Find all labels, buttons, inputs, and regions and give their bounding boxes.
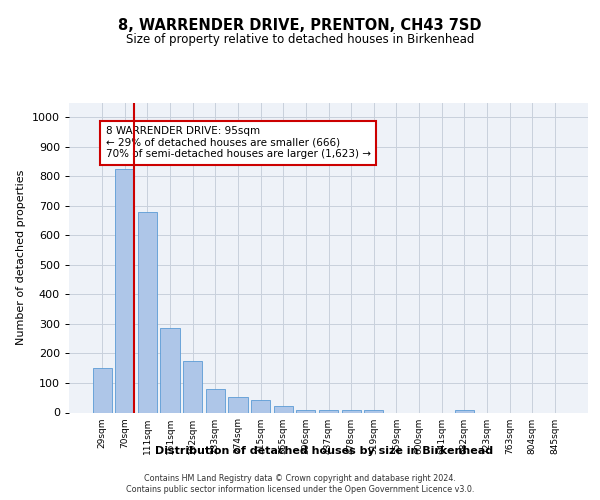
Bar [341, 410, 361, 412]
Bar [183, 361, 202, 412]
Bar [296, 410, 316, 412]
Text: Contains HM Land Registry data © Crown copyright and database right 2024.
Contai: Contains HM Land Registry data © Crown c… [126, 474, 474, 494]
Bar [160, 328, 180, 412]
Bar [251, 400, 270, 412]
Text: 8, WARRENDER DRIVE, PRENTON, CH43 7SD: 8, WARRENDER DRIVE, PRENTON, CH43 7SD [118, 18, 482, 32]
Bar [319, 410, 338, 412]
Bar [92, 368, 112, 412]
Text: Size of property relative to detached houses in Birkenhead: Size of property relative to detached ho… [126, 32, 474, 46]
Bar [455, 410, 474, 412]
Bar [206, 390, 225, 412]
Bar [115, 169, 134, 412]
Bar [364, 410, 383, 412]
Text: Distribution of detached houses by size in Birkenhead: Distribution of detached houses by size … [155, 446, 493, 456]
Text: 8 WARRENDER DRIVE: 95sqm
← 29% of detached houses are smaller (666)
70% of semi-: 8 WARRENDER DRIVE: 95sqm ← 29% of detach… [106, 126, 371, 160]
Bar [229, 397, 248, 412]
Bar [274, 406, 293, 412]
Bar [138, 212, 157, 412]
Y-axis label: Number of detached properties: Number of detached properties [16, 170, 26, 345]
